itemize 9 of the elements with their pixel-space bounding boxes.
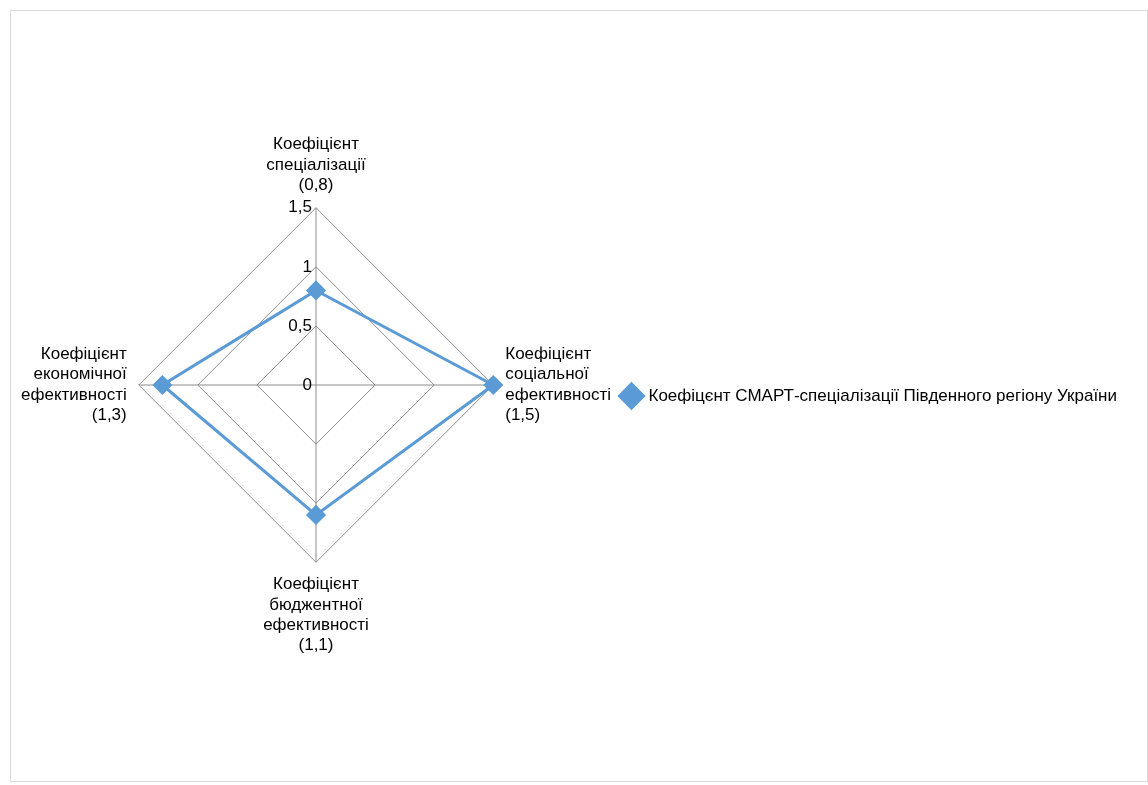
spoke-label: Коефіцієнт спеціалізації (0,8) — [266, 134, 366, 195]
y-tick-label: 1 — [302, 256, 312, 276]
legend-label: Коефіцєнт СМАРТ-спеціалізації Південного регіону України — [648, 385, 1117, 405]
y-tick-label: 1,5 — [288, 197, 312, 217]
y-tick-label: 0,5 — [288, 315, 312, 335]
spoke-label: Коефіцієнт економічної ефективності (1,3) — [20, 344, 128, 425]
y-tick-label: 0 — [302, 374, 312, 394]
spoke-label: Коефіцієнт бюджентної ефективності (1,1) — [263, 574, 369, 655]
spoke-label: Коефіцієнт соціальної ефективності (1,5) — [505, 344, 612, 425]
